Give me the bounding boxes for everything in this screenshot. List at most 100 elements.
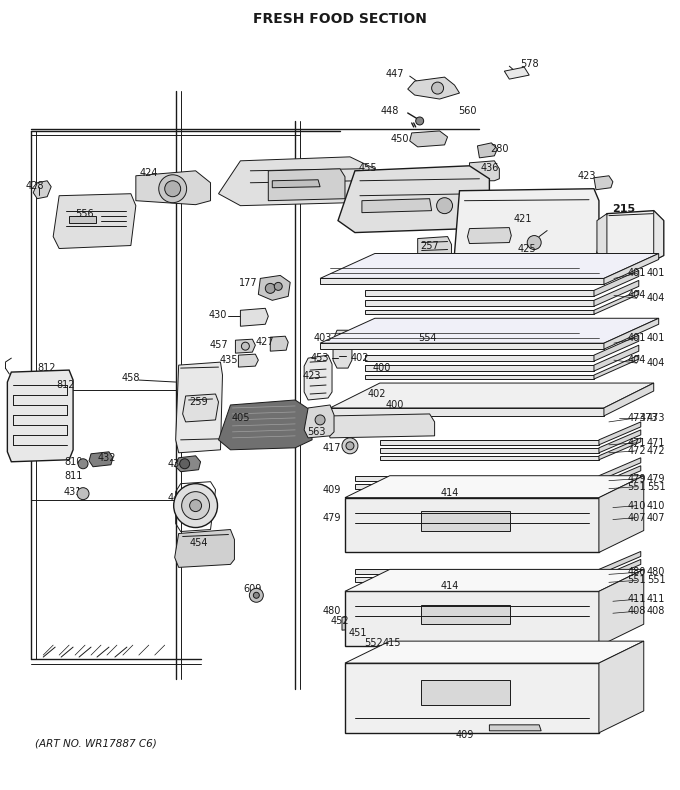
Text: 472: 472 bbox=[628, 446, 646, 456]
Polygon shape bbox=[33, 181, 51, 199]
Polygon shape bbox=[258, 276, 290, 300]
Text: 401: 401 bbox=[647, 333, 665, 343]
Polygon shape bbox=[599, 476, 644, 552]
Text: 414: 414 bbox=[441, 581, 459, 592]
Text: 402: 402 bbox=[368, 389, 386, 399]
Circle shape bbox=[437, 198, 452, 213]
Polygon shape bbox=[345, 641, 644, 663]
Text: 471: 471 bbox=[647, 438, 665, 448]
Polygon shape bbox=[7, 370, 73, 462]
Polygon shape bbox=[304, 405, 334, 438]
Polygon shape bbox=[594, 345, 639, 371]
Circle shape bbox=[241, 342, 250, 350]
Polygon shape bbox=[342, 616, 358, 630]
Text: 427: 427 bbox=[256, 337, 275, 347]
Text: 451: 451 bbox=[349, 628, 367, 638]
Polygon shape bbox=[599, 559, 641, 582]
Text: 403: 403 bbox=[314, 333, 333, 343]
Text: 409: 409 bbox=[323, 485, 341, 495]
Text: 479: 479 bbox=[323, 513, 341, 522]
Polygon shape bbox=[355, 577, 599, 582]
Polygon shape bbox=[408, 77, 460, 99]
Text: 812: 812 bbox=[37, 363, 56, 373]
Text: 447: 447 bbox=[386, 70, 404, 79]
Text: 404: 404 bbox=[628, 356, 646, 365]
Text: 414: 414 bbox=[441, 487, 459, 498]
Polygon shape bbox=[333, 330, 352, 368]
Text: 411: 411 bbox=[647, 594, 665, 604]
Polygon shape bbox=[218, 157, 375, 205]
Text: 407: 407 bbox=[628, 513, 646, 522]
Polygon shape bbox=[330, 408, 604, 416]
Polygon shape bbox=[183, 394, 218, 422]
Text: 423: 423 bbox=[303, 371, 322, 381]
Polygon shape bbox=[469, 161, 499, 181]
Polygon shape bbox=[320, 318, 659, 343]
Text: 215: 215 bbox=[612, 204, 635, 213]
Polygon shape bbox=[241, 308, 269, 326]
Polygon shape bbox=[365, 356, 594, 361]
Polygon shape bbox=[599, 570, 644, 646]
Polygon shape bbox=[345, 476, 644, 498]
Text: 401: 401 bbox=[647, 269, 665, 278]
Polygon shape bbox=[604, 383, 653, 416]
Circle shape bbox=[265, 284, 275, 293]
Circle shape bbox=[342, 438, 358, 453]
Circle shape bbox=[78, 459, 88, 468]
Text: 551: 551 bbox=[628, 482, 646, 491]
Text: 454: 454 bbox=[189, 539, 208, 548]
Text: 400: 400 bbox=[373, 363, 391, 373]
Text: 480: 480 bbox=[323, 606, 341, 616]
Polygon shape bbox=[365, 365, 594, 371]
Text: 473: 473 bbox=[639, 413, 658, 423]
Text: 442: 442 bbox=[167, 493, 186, 502]
Polygon shape bbox=[505, 67, 529, 79]
Polygon shape bbox=[594, 335, 639, 361]
Circle shape bbox=[432, 82, 443, 94]
Circle shape bbox=[180, 459, 190, 468]
Polygon shape bbox=[338, 166, 490, 232]
Text: 407: 407 bbox=[647, 513, 665, 522]
Polygon shape bbox=[328, 414, 435, 438]
Polygon shape bbox=[345, 498, 599, 552]
Text: 401: 401 bbox=[628, 269, 646, 278]
Text: 479: 479 bbox=[647, 474, 665, 483]
Text: 404: 404 bbox=[647, 293, 665, 303]
Circle shape bbox=[165, 181, 181, 197]
Circle shape bbox=[346, 442, 354, 450]
Polygon shape bbox=[597, 213, 607, 262]
Polygon shape bbox=[270, 337, 288, 351]
Circle shape bbox=[173, 483, 218, 528]
Polygon shape bbox=[345, 591, 599, 646]
Polygon shape bbox=[355, 570, 599, 574]
Text: 409: 409 bbox=[456, 730, 474, 739]
Polygon shape bbox=[320, 254, 659, 278]
Polygon shape bbox=[304, 356, 332, 400]
Text: 408: 408 bbox=[628, 606, 646, 616]
Polygon shape bbox=[421, 511, 510, 531]
Text: 457: 457 bbox=[209, 340, 228, 350]
Text: 472: 472 bbox=[647, 446, 665, 456]
Text: 811: 811 bbox=[64, 471, 82, 481]
Text: 410: 410 bbox=[628, 501, 646, 510]
Polygon shape bbox=[599, 641, 644, 733]
Polygon shape bbox=[467, 228, 511, 243]
Polygon shape bbox=[365, 375, 594, 379]
Polygon shape bbox=[418, 236, 452, 261]
Text: 473: 473 bbox=[647, 413, 665, 423]
Polygon shape bbox=[355, 476, 599, 480]
Circle shape bbox=[315, 415, 325, 425]
Text: 423: 423 bbox=[578, 171, 596, 181]
Text: 425: 425 bbox=[518, 243, 537, 254]
Text: 257: 257 bbox=[420, 240, 439, 250]
Text: 471: 471 bbox=[628, 438, 646, 448]
Polygon shape bbox=[365, 291, 594, 296]
Text: 810: 810 bbox=[64, 457, 82, 467]
Polygon shape bbox=[320, 343, 604, 349]
Polygon shape bbox=[421, 680, 510, 705]
Polygon shape bbox=[421, 605, 510, 624]
Polygon shape bbox=[380, 456, 599, 460]
Text: 405: 405 bbox=[231, 413, 250, 423]
Text: 436: 436 bbox=[480, 163, 498, 173]
Text: 453: 453 bbox=[311, 353, 329, 363]
